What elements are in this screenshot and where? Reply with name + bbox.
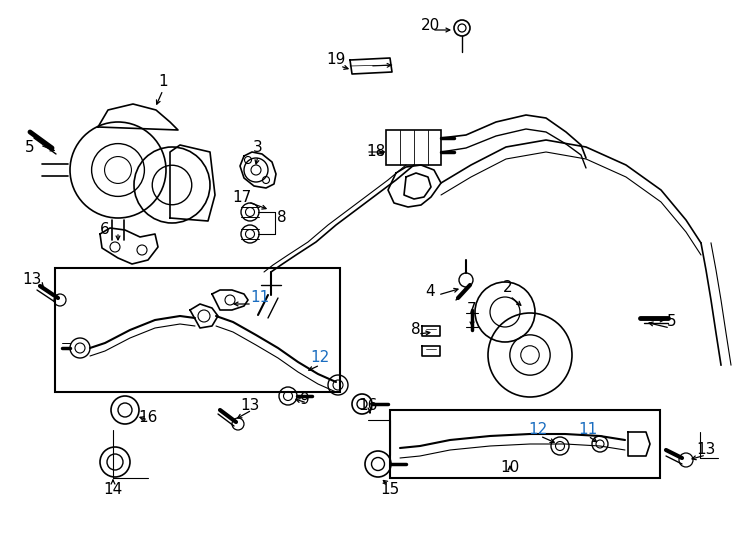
Text: 13: 13 <box>697 442 716 457</box>
Bar <box>55 268 340 392</box>
Text: 8: 8 <box>277 211 287 226</box>
Text: 13: 13 <box>22 273 42 287</box>
Text: 2: 2 <box>504 280 513 295</box>
Text: 14: 14 <box>103 483 123 497</box>
Text: 16: 16 <box>138 410 158 426</box>
Text: 11: 11 <box>578 422 597 437</box>
Text: 5: 5 <box>25 140 34 156</box>
Text: 13: 13 <box>240 397 260 413</box>
Text: 10: 10 <box>501 461 520 476</box>
Text: 6: 6 <box>100 222 110 238</box>
Text: 17: 17 <box>233 191 252 206</box>
Text: 12: 12 <box>528 422 548 437</box>
Text: 19: 19 <box>327 52 346 68</box>
Text: 20: 20 <box>421 17 440 32</box>
Text: 9: 9 <box>300 393 310 408</box>
Text: 4: 4 <box>425 285 435 300</box>
Text: 5: 5 <box>667 314 677 329</box>
Text: 11: 11 <box>250 291 269 306</box>
Bar <box>390 410 660 478</box>
Text: 7: 7 <box>467 302 477 318</box>
Text: 3: 3 <box>253 140 263 156</box>
Text: 1: 1 <box>159 75 168 90</box>
Bar <box>386 130 441 165</box>
Text: 12: 12 <box>310 350 330 366</box>
Text: 16: 16 <box>358 399 378 414</box>
Text: 18: 18 <box>366 145 385 159</box>
Text: 15: 15 <box>380 483 399 497</box>
Text: 8: 8 <box>411 322 421 338</box>
